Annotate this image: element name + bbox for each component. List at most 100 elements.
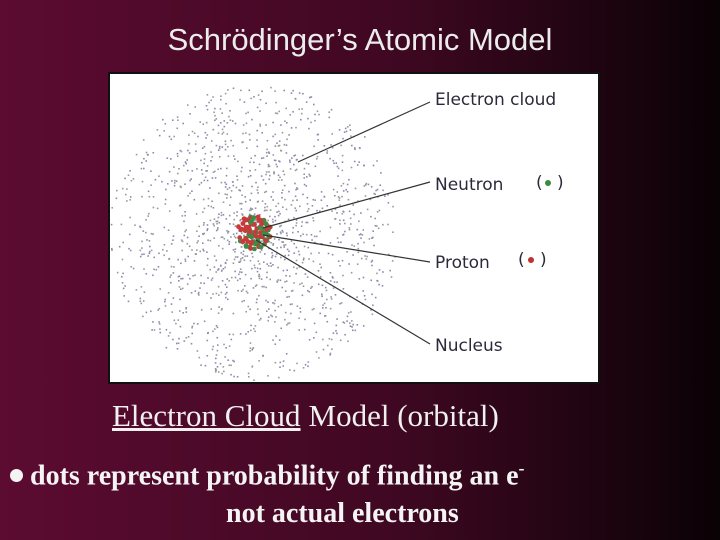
cloud-dot — [362, 276, 365, 279]
cloud-dot — [390, 276, 393, 278]
cloud-dot — [239, 98, 241, 101]
cloud-dot — [356, 164, 359, 166]
cloud-dot — [332, 287, 335, 289]
cloud-dot — [269, 215, 271, 218]
cloud-dot — [129, 233, 131, 236]
cloud-dot — [159, 328, 161, 330]
cloud-dot — [218, 221, 221, 224]
cloud-dot — [194, 290, 197, 292]
cloud-dot — [336, 237, 339, 239]
cloud-dot — [313, 235, 316, 238]
cloud-dot — [317, 133, 319, 136]
cloud-dot — [122, 287, 125, 290]
cloud-dot — [296, 158, 298, 161]
cloud-dot — [150, 184, 152, 186]
cloud-dot — [370, 215, 372, 218]
cloud-dot — [198, 291, 200, 294]
cloud-dot — [366, 208, 369, 211]
cloud-dot — [251, 267, 253, 270]
cloud-dot — [212, 207, 215, 209]
cloud-dot — [312, 219, 315, 222]
cloud-dot — [347, 198, 350, 201]
cloud-dot — [223, 343, 225, 346]
cloud-dot — [378, 269, 381, 271]
cloud-dot — [342, 274, 344, 277]
cloud-dot — [121, 187, 124, 190]
cloud-dot — [265, 173, 267, 176]
cloud-dot — [148, 240, 151, 242]
cloud-dot — [376, 272, 378, 275]
cloud-dot — [191, 190, 193, 192]
cloud-dot — [382, 223, 384, 226]
cloud-dot — [277, 305, 280, 308]
cloud-dot — [349, 124, 351, 126]
cloud-dot — [276, 280, 278, 283]
cloud-dot — [158, 307, 161, 310]
cloud-dot — [270, 196, 273, 198]
cloud-dot — [217, 216, 220, 219]
cloud-dot — [305, 101, 308, 103]
cloud-dot — [283, 173, 286, 176]
cloud-dot — [139, 226, 142, 229]
cloud-dot — [272, 221, 274, 223]
cloud-dot — [279, 231, 282, 233]
cloud-dot — [307, 163, 310, 165]
cloud-dot — [280, 224, 282, 227]
cloud-dot — [194, 143, 197, 145]
cloud-dot — [357, 200, 359, 202]
cloud-dot — [236, 211, 238, 213]
cloud-dot — [217, 132, 220, 134]
cloud-dot — [349, 322, 351, 324]
cloud-dot — [303, 183, 306, 186]
cloud-dot — [238, 261, 241, 263]
cloud-dot — [376, 188, 379, 191]
cloud-dot — [280, 246, 282, 249]
cloud-dot — [351, 244, 353, 246]
cloud-dot — [210, 151, 212, 153]
cloud-dot — [171, 311, 173, 313]
cloud-dot — [266, 209, 268, 212]
cloud-dot — [187, 104, 189, 106]
cloud-dot — [268, 178, 270, 181]
cloud-dot — [259, 98, 262, 101]
nucleon — [247, 228, 253, 233]
cloud-dot — [129, 199, 131, 201]
cloud-dot — [198, 235, 200, 237]
cloud-dot — [353, 245, 356, 247]
cloud-dot — [342, 234, 344, 236]
cloud-dot — [275, 316, 277, 318]
cloud-dot — [286, 324, 288, 326]
cloud-dot — [172, 272, 175, 274]
cloud-dot — [273, 238, 276, 240]
cloud-dot — [326, 320, 329, 323]
cloud-dot — [240, 246, 243, 248]
cloud-dot — [228, 243, 230, 245]
cloud-dot — [173, 135, 175, 138]
cloud-dot — [220, 214, 223, 217]
cloud-dot — [200, 169, 203, 171]
cloud-dot — [246, 292, 249, 294]
cloud-dot — [301, 282, 303, 285]
cloud-dot — [206, 94, 209, 96]
cloud-dot — [364, 298, 367, 301]
cloud-dot — [228, 345, 231, 347]
cloud-dot — [256, 270, 259, 273]
cloud-dot — [256, 189, 259, 191]
cloud-dot — [234, 270, 236, 273]
cloud-dot — [370, 279, 372, 282]
cloud-dot — [211, 200, 213, 203]
cloud-dot — [254, 154, 256, 157]
cloud-dot — [265, 190, 268, 193]
cloud-dot — [302, 259, 305, 261]
cloud-dot — [341, 195, 343, 198]
cloud-dot — [224, 186, 227, 188]
cloud-dot — [223, 125, 226, 128]
cloud-dot — [244, 273, 247, 276]
cloud-dot — [340, 302, 343, 304]
cloud-dot — [230, 338, 233, 341]
cloud-dot — [220, 167, 222, 170]
bullet-continuation: not actual electrons — [226, 498, 459, 529]
cloud-dot — [315, 351, 318, 353]
cloud-dot — [249, 342, 252, 344]
cloud-dot — [284, 254, 286, 257]
